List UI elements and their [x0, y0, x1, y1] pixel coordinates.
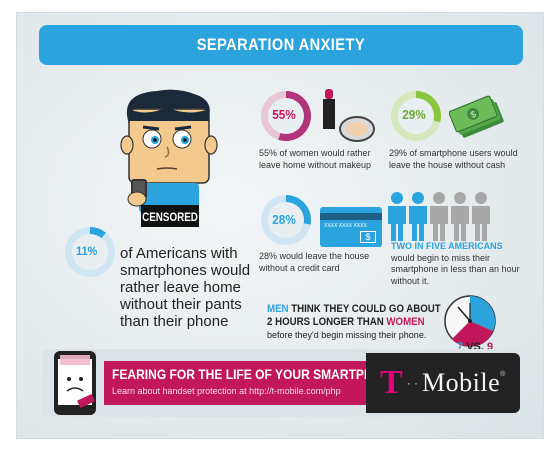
makeup-icon — [323, 89, 375, 142]
cash-percent: 29% — [402, 107, 426, 122]
men-women-line3: before they'd begin missing their phone. — [267, 330, 427, 340]
vs-men-hours: 7 — [457, 341, 464, 353]
tmobile-dots: · · — [406, 376, 419, 390]
credit-card-icon: XXXX XXXX XXXX $ — [320, 207, 382, 247]
men-word: MEN — [267, 303, 289, 315]
clock-icon — [444, 295, 496, 347]
tmobile-wordmark: Mobile — [422, 368, 501, 397]
censored-label: CENSORED — [142, 210, 198, 224]
women-text: 55% of women would rather leave home wit… — [259, 148, 372, 170]
men-women-line2: 2 HOURS LONGER THAN — [267, 316, 384, 328]
cash-donut — [391, 91, 441, 141]
person-icon — [430, 192, 448, 241]
credit-card-number: XXXX XXXX XXXX — [324, 223, 367, 229]
censored-bar: CENSORED — [141, 207, 199, 227]
americans-donut — [65, 227, 115, 277]
men-women-text: MEN THINK THEY COULD GO ABOUT 2 HOURS LO… — [267, 303, 442, 342]
cash-icon: $ — [449, 95, 504, 138]
scared-phone-icon — [54, 351, 96, 415]
person-icon-highlighted — [409, 192, 427, 241]
title-banner: SEPARATION ANXIETY — [39, 25, 523, 65]
credit-text: 28% would leave the house without a cred… — [259, 251, 370, 273]
page-title: SEPARATION ANXIETY — [196, 35, 366, 54]
men-women-line1: THINK THEY COULD GO ABOUT — [291, 303, 441, 315]
women-donut — [261, 91, 311, 141]
person-icon — [451, 192, 469, 241]
people-icons — [388, 192, 490, 241]
women-word: WOMEN — [386, 316, 425, 328]
footer-link[interactable]: Learn about handset protection at http:/… — [112, 386, 341, 396]
person-icon-highlighted — [388, 192, 406, 241]
two-in-five-highlight: TWO IN FIVE AMERICANS — [391, 241, 503, 251]
americans-percent: 11% — [76, 244, 98, 258]
two-in-five-body: would begin to miss their smartphone in … — [391, 252, 520, 286]
vs-women-hours: 9 — [486, 341, 494, 353]
censored-man-illustration — [120, 89, 218, 227]
infographic-card: SEPARATION ANXIETY CENSORED — [16, 12, 544, 439]
credit-donut — [261, 195, 312, 245]
credit-percent: 28% — [272, 212, 296, 227]
americans-text: of Americans with smartphones would rath… — [120, 245, 255, 330]
tmobile-registered: ® — [500, 371, 506, 378]
footer-headline: FEARING FOR THE LIFE OF YOUR SMARTPHONE? — [112, 366, 407, 382]
cash-text: 29% of smartphone users would leave the … — [389, 148, 518, 170]
two-in-five-text: TWO IN FIVE AMERICANS would begin to mis… — [391, 241, 527, 287]
person-icon — [472, 192, 490, 241]
svg-text:$: $ — [469, 109, 477, 120]
footer-message: FEARING FOR THE LIFE OF YOUR SMARTPHONE?… — [104, 361, 406, 405]
tmobile-logo[interactable]: T · · Mobile ® — [366, 353, 520, 413]
tmobile-t: T — [380, 364, 403, 401]
americans-text-body: of Americans with smartphones would rath… — [120, 245, 251, 330]
women-percent: 55% — [272, 107, 296, 122]
footer-banner: FEARING FOR THE LIFE OF YOUR SMARTPHONE?… — [42, 349, 520, 417]
credit-card-amount: $ — [360, 231, 376, 243]
